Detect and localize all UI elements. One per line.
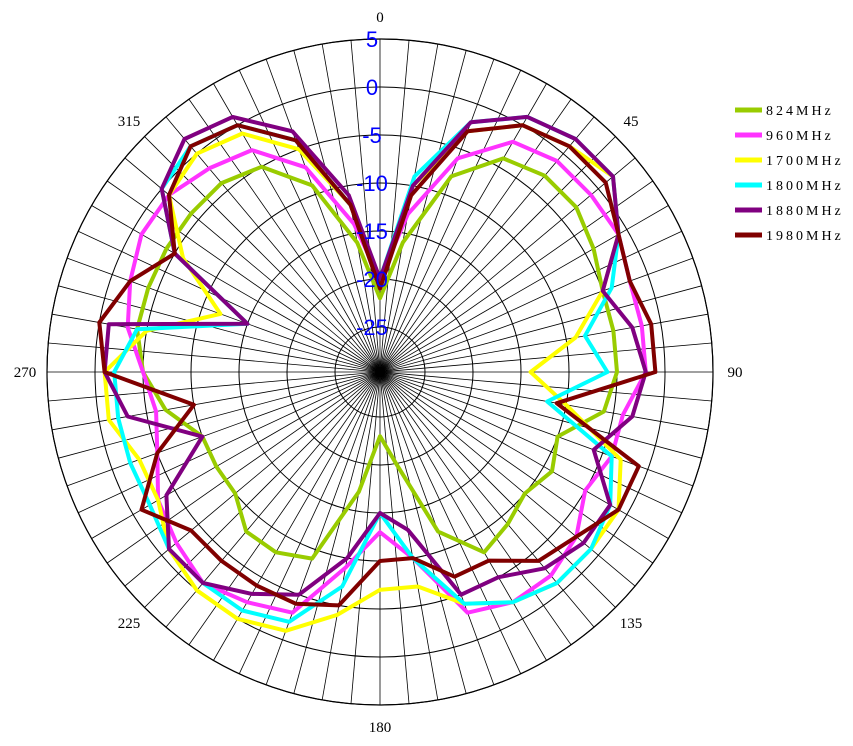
- spoke-line: [165, 116, 381, 373]
- spoke-line: [379, 285, 702, 373]
- outer-ring: [46, 38, 714, 706]
- legend-label: 960MHz: [766, 129, 834, 144]
- spoke-line: [379, 230, 682, 373]
- spoke-line: [379, 205, 669, 373]
- spoke-line: [124, 371, 381, 587]
- spoke-line: [51, 371, 381, 431]
- spoke-line: [379, 371, 694, 487]
- spoke-line: [379, 116, 595, 373]
- spoke-line: [350, 40, 381, 373]
- spoke-line: [379, 371, 636, 587]
- radial-tick-label: -5: [362, 123, 382, 148]
- legend-label: 1800MHz: [766, 179, 844, 194]
- spoke-line: [165, 371, 381, 628]
- angle-tick-label: 180: [369, 720, 392, 736]
- spoke-line: [379, 83, 547, 373]
- spoke-line: [48, 342, 381, 373]
- spoke-line: [379, 371, 467, 694]
- spoke-line: [188, 371, 381, 646]
- angle-tick-label: 45: [624, 114, 639, 130]
- radial-tick-label: -15: [356, 219, 388, 244]
- spoke-line: [379, 371, 682, 514]
- spoke-line: [293, 50, 381, 373]
- spoke-line: [58, 371, 381, 459]
- spoke-line: [379, 371, 547, 661]
- spoke-line: [265, 371, 381, 686]
- spoke-line: [379, 98, 572, 373]
- legend-label: 824MHz: [766, 104, 834, 119]
- spoke-line: [379, 136, 616, 373]
- spoke-line: [78, 230, 381, 373]
- spoke-line: [66, 257, 381, 373]
- angle-tick-label: 270: [14, 365, 37, 381]
- grid-ring: [94, 86, 666, 658]
- spoke-line: [379, 257, 694, 373]
- radial-tick-label: 5: [366, 27, 378, 52]
- spoke-line: [379, 40, 410, 373]
- spoke-line: [48, 371, 381, 402]
- polar-grid: [46, 38, 714, 706]
- legend-label: 1880MHz: [766, 204, 844, 219]
- spoke-line: [379, 371, 702, 459]
- legend-label: 1980MHz: [766, 229, 844, 244]
- spoke-line: [379, 50, 467, 373]
- spoke-line: [379, 371, 595, 628]
- spoke-line: [379, 157, 636, 373]
- grid-ring: [334, 326, 426, 418]
- radial-tick-label: -25: [356, 315, 388, 340]
- series-line: [97, 123, 658, 608]
- spoke-line: [66, 371, 381, 487]
- spoke-line: [106, 180, 381, 373]
- spoke-line: [78, 371, 381, 514]
- spoke-line: [238, 70, 381, 373]
- spoke-line: [379, 371, 669, 539]
- spoke-line: [379, 342, 712, 373]
- radial-tick-label: -10: [356, 171, 388, 196]
- spoke-line: [379, 371, 709, 431]
- spoke-line: [379, 180, 654, 373]
- spoke-line: [379, 371, 572, 646]
- legend-label: 1700MHz: [766, 154, 844, 169]
- radial-tick-label: 0: [366, 75, 378, 100]
- spoke-line: [58, 285, 381, 373]
- radial-tick-label: -20: [356, 267, 388, 292]
- spoke-line: [213, 83, 381, 373]
- spoke-line: [379, 313, 709, 373]
- angle-tick-label: 90: [728, 365, 743, 381]
- spoke-line: [238, 371, 381, 674]
- spoke-line: [379, 58, 495, 373]
- spoke-line: [106, 371, 381, 564]
- angle-tick-label: 135: [620, 616, 643, 632]
- angle-tick-label: 0: [376, 10, 384, 26]
- angle-tick-label: 225: [118, 616, 141, 632]
- spoke-line: [91, 205, 381, 373]
- spoke-line: [379, 371, 522, 674]
- spoke-line: [379, 371, 410, 704]
- spoke-line: [379, 371, 654, 564]
- spoke-line: [265, 58, 381, 373]
- spoke-line: [91, 371, 381, 539]
- spoke-line: [379, 371, 616, 608]
- spoke-line: [379, 371, 439, 701]
- spoke-line: [293, 371, 381, 694]
- legend: 824MHz 960MHz 1700MHz 1800MHz 1880MHz 1980MHz: [735, 104, 844, 244]
- spoke-line: [213, 371, 381, 661]
- angle-tick-label: 315: [118, 114, 141, 130]
- spoke-line: [321, 371, 381, 701]
- series-layer: [97, 114, 658, 633]
- series-line: [135, 156, 619, 561]
- spoke-line: [51, 313, 381, 373]
